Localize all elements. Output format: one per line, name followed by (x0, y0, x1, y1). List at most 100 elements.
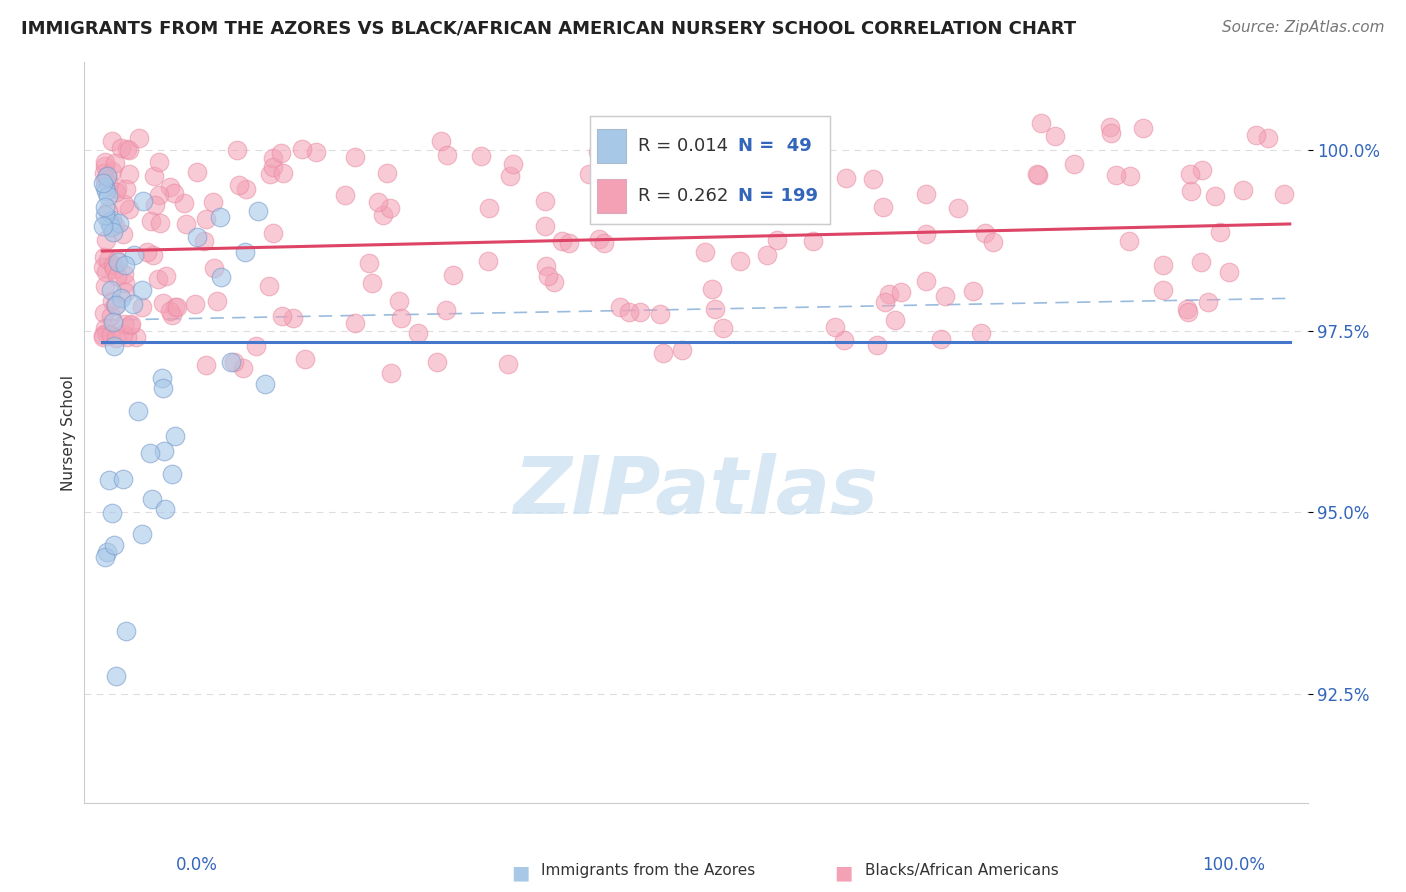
Point (176, 217, 198, 231)
Point (271, 309, 294, 323)
Point (380, 366, 402, 380)
Point (1025, 167, 1047, 181)
Point (100, 506, 122, 520)
Point (367, 195, 389, 210)
Point (139, 214, 162, 228)
Point (96, 169, 118, 184)
Point (693, 244, 716, 259)
Point (100, 213, 122, 227)
Text: R = 0.262: R = 0.262 (638, 186, 728, 205)
Point (946, 202, 969, 216)
Point (100, 220, 122, 235)
Point (112, 317, 135, 331)
Point (114, 258, 136, 272)
Point (224, 354, 246, 368)
Point (94, 326, 117, 340)
Point (93, 306, 115, 320)
Point (202, 194, 225, 209)
Text: IMMIGRANTS FROM THE AZORES VS BLACK/AFRICAN AMERICAN NURSERY SCHOOL CORRELATION : IMMIGRANTS FROM THE AZORES VS BLACK/AFRI… (21, 20, 1076, 37)
Point (101, 258, 124, 272)
Point (915, 227, 938, 241)
Point (159, 179, 181, 194)
Point (378, 202, 401, 216)
Point (434, 303, 457, 318)
Point (94, 321, 117, 335)
Point (195, 359, 218, 373)
Point (163, 429, 186, 443)
Point (235, 181, 257, 195)
Text: N =  49: N = 49 (738, 137, 813, 155)
Point (105, 252, 128, 267)
Point (1119, 169, 1142, 183)
Point (115, 182, 138, 196)
Point (165, 300, 187, 314)
Point (477, 254, 499, 268)
Point (93, 550, 115, 565)
Point (1132, 121, 1154, 136)
Point (344, 150, 367, 164)
Point (96, 545, 118, 559)
Point (97, 189, 120, 203)
Point (426, 355, 449, 369)
Point (436, 147, 458, 161)
Point (305, 145, 328, 159)
Point (142, 248, 165, 262)
Point (122, 247, 145, 261)
Point (91, 176, 114, 190)
Point (281, 310, 304, 325)
Point (498, 357, 520, 371)
Point (408, 326, 430, 341)
Point (149, 216, 172, 230)
Text: N = 199: N = 199 (738, 186, 818, 205)
Point (128, 130, 150, 145)
Point (766, 233, 789, 247)
Point (1218, 265, 1240, 279)
Text: 100.0%: 100.0% (1202, 856, 1265, 874)
Point (202, 261, 225, 276)
Point (1209, 225, 1232, 239)
Point (259, 168, 281, 182)
Point (226, 144, 249, 158)
Point (797, 172, 820, 186)
Point (163, 186, 186, 200)
Point (470, 149, 492, 163)
Point (93, 278, 115, 293)
Point (709, 175, 731, 189)
Point (934, 289, 956, 303)
Point (429, 134, 451, 148)
Point (166, 300, 188, 314)
Point (115, 624, 138, 639)
Point (1029, 116, 1052, 130)
Point (131, 300, 153, 314)
Point (609, 300, 631, 314)
Point (100, 328, 122, 343)
Point (247, 204, 270, 219)
Point (534, 219, 557, 233)
Point (111, 326, 134, 341)
Point (118, 167, 141, 181)
Point (100, 293, 122, 308)
Text: ■: ■ (834, 863, 853, 882)
Point (101, 164, 124, 178)
Point (101, 315, 124, 329)
Point (875, 295, 897, 310)
Point (110, 141, 132, 155)
Point (257, 278, 280, 293)
Point (100, 309, 122, 323)
Point (160, 467, 183, 482)
Point (103, 339, 125, 353)
Point (537, 268, 560, 283)
Point (872, 200, 894, 214)
Point (962, 285, 984, 299)
Point (388, 293, 411, 308)
Point (915, 187, 938, 202)
Point (96, 265, 118, 279)
Point (195, 212, 218, 227)
Point (120, 317, 142, 331)
Point (1257, 130, 1279, 145)
Point (1180, 184, 1202, 198)
Point (93, 250, 115, 264)
Point (586, 145, 609, 159)
Point (801, 234, 824, 248)
Point (375, 166, 398, 180)
